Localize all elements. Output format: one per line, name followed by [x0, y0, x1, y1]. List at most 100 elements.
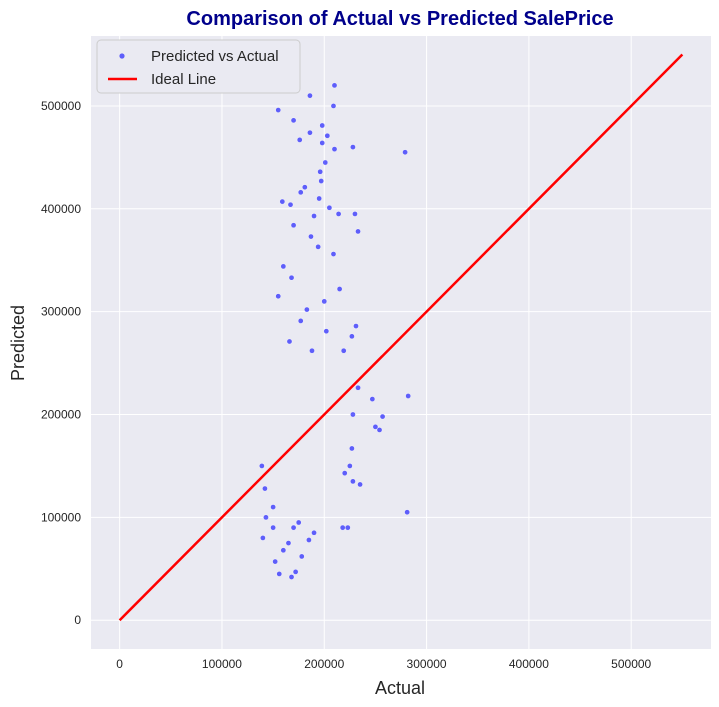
x-tick-label: 200000	[304, 657, 344, 671]
x-axis-label: Actual	[375, 678, 425, 698]
data-point	[330, 251, 337, 257]
data-point	[262, 485, 268, 492]
data-point	[372, 424, 379, 430]
data-point	[311, 529, 317, 536]
data-point	[311, 213, 317, 219]
data-point	[321, 298, 328, 305]
y-tick-label: 500000	[41, 99, 81, 113]
ideal-line	[118, 53, 684, 622]
data-point	[404, 509, 410, 516]
y-tick-label: 100000	[41, 510, 81, 524]
x-tick-label: 500000	[611, 657, 651, 671]
y-tick-labels: 0 100000 200000 300000 400000 500000	[41, 99, 81, 627]
data-point	[308, 233, 314, 240]
data-point	[324, 132, 331, 139]
legend-box	[96, 39, 301, 94]
data-point	[307, 92, 313, 99]
data-point	[259, 463, 265, 469]
y-axis-label: Predicted	[8, 305, 28, 381]
data-point	[307, 129, 313, 136]
x-tick-label: 300000	[407, 657, 447, 671]
data-point	[347, 463, 353, 469]
data-point	[272, 558, 278, 565]
data-point	[270, 524, 276, 531]
chart-title: Comparison of Actual vs Predicted SalePr…	[186, 8, 613, 30]
data-point	[263, 514, 269, 521]
data-point	[350, 411, 356, 418]
data-point	[319, 122, 326, 129]
y-tick-label: 0	[74, 613, 81, 627]
data-point	[353, 323, 359, 329]
data-point	[270, 504, 276, 510]
data-point	[331, 146, 338, 152]
data-point	[292, 569, 299, 575]
legend-label-points: Predicted vs Actual	[151, 48, 279, 65]
data-point	[295, 519, 302, 526]
data-point	[352, 211, 358, 217]
data-point	[285, 540, 292, 546]
data-point	[288, 574, 295, 580]
legend-marker-points	[119, 53, 125, 59]
data-point	[280, 547, 287, 554]
data-point	[339, 524, 346, 531]
data-point	[326, 204, 333, 211]
data-point	[304, 306, 310, 313]
grid-lines	[91, 36, 711, 649]
x-tick-label: 0	[116, 657, 123, 671]
data-point	[290, 117, 297, 124]
data-point	[275, 293, 282, 300]
x-tick-labels: 0 100000 200000 300000 400000 500000	[116, 657, 651, 671]
data-point	[331, 82, 338, 89]
data-point	[280, 263, 287, 270]
data-point	[336, 286, 343, 292]
data-point	[287, 201, 294, 208]
data-point	[344, 524, 351, 531]
ideal-line-group	[118, 53, 684, 622]
legend: Predicted vs Actual Ideal Line	[96, 39, 301, 94]
data-point	[290, 524, 297, 531]
data-point	[350, 478, 356, 485]
data-point	[357, 481, 363, 488]
data-point	[349, 333, 355, 340]
y-tick-label: 300000	[41, 305, 81, 319]
x-tick-label: 100000	[202, 657, 242, 671]
data-point	[297, 189, 304, 196]
data-point	[315, 244, 321, 250]
x-tick-label: 400000	[509, 657, 549, 671]
data-point	[402, 149, 408, 156]
data-point	[286, 338, 293, 345]
data-point	[276, 571, 283, 577]
data-point	[316, 195, 322, 202]
data-point	[335, 211, 342, 217]
data-point	[323, 328, 330, 334]
data-point	[309, 347, 315, 354]
data-point	[298, 553, 305, 560]
data-point	[319, 140, 326, 146]
data-point	[350, 144, 356, 150]
data-point	[376, 427, 383, 433]
data-point	[340, 347, 347, 354]
data-point	[297, 318, 304, 324]
data-point	[405, 393, 411, 399]
data-point	[379, 413, 386, 420]
data-point	[341, 470, 348, 476]
data-point	[318, 178, 324, 184]
data-point	[330, 103, 337, 109]
data-point	[288, 274, 295, 281]
data-point	[355, 384, 361, 391]
y-tick-label: 200000	[41, 407, 81, 421]
data-point	[355, 228, 361, 235]
data-point	[290, 222, 297, 229]
scatter-points	[259, 82, 411, 580]
data-point	[275, 107, 282, 113]
data-point	[322, 159, 329, 166]
data-point	[279, 198, 286, 205]
data-point	[260, 535, 266, 541]
data-point	[302, 184, 308, 190]
data-point	[317, 168, 323, 175]
y-tick-label: 400000	[41, 202, 81, 216]
data-point	[369, 396, 376, 402]
data-point	[306, 537, 312, 543]
legend-label-ideal-line: Ideal Line	[151, 71, 216, 88]
